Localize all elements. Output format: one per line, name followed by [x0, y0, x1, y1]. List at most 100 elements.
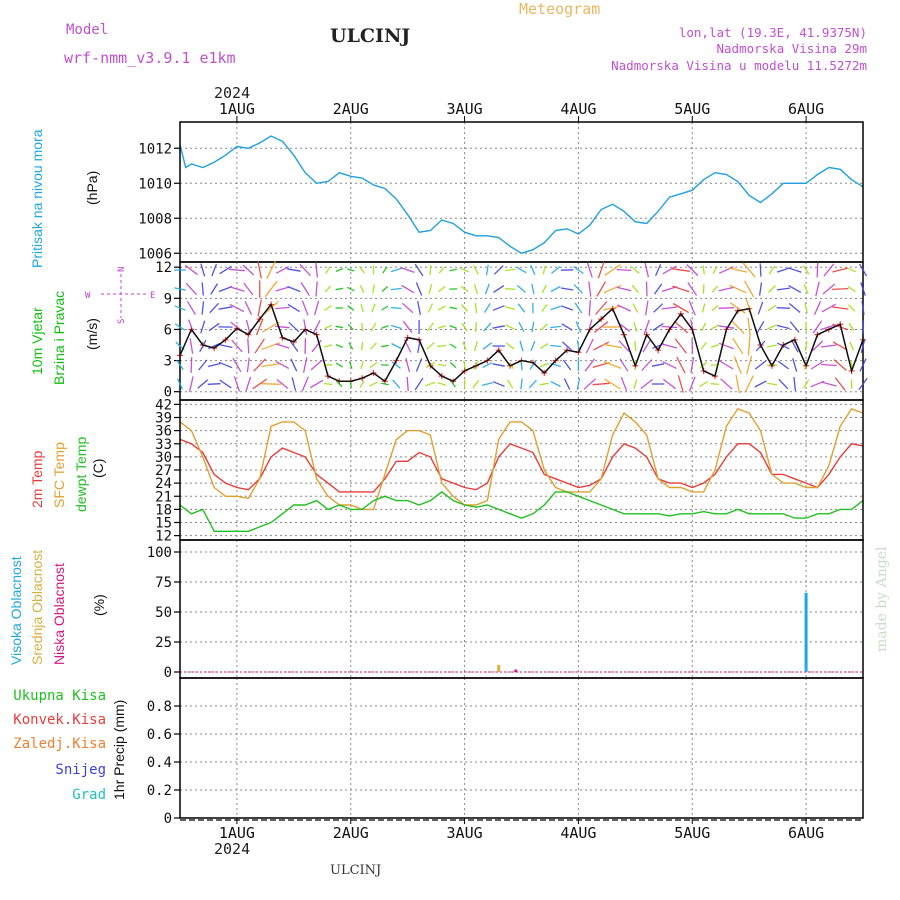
compass-rose: N W E S: [85, 267, 155, 324]
wind-arrow: [493, 265, 504, 275]
wind-arrow: [309, 379, 324, 389]
wind-arrow: [347, 305, 355, 311]
wind-arrow: [847, 285, 856, 293]
wind-arrow: [401, 302, 414, 314]
wind-arrow: [603, 343, 622, 349]
wind-arrow: [460, 285, 469, 293]
wind-arrow: [644, 262, 650, 278]
wind-arrow: [789, 321, 800, 333]
pressure-label-1: Pritisak na nivou mora: [29, 129, 45, 268]
wind-arrow: [252, 378, 268, 390]
wind-arrow: [211, 263, 218, 277]
y-tick-label: 0.2: [147, 783, 172, 799]
wind-arrow: [382, 266, 388, 274]
wind-arrow: [530, 340, 536, 352]
wind-arrow: [529, 360, 537, 370]
x-tick-label-top: 2AUG: [333, 100, 369, 118]
wind-arrow: [519, 340, 524, 352]
wind-arrow: [390, 306, 402, 310]
wind-arrow: [218, 361, 233, 369]
compass-north: N: [117, 267, 127, 272]
station-title: ULCINJ: [330, 25, 410, 47]
x-tick-label-bottom: 6AUG: [788, 824, 824, 842]
y-tick-label: 0.6: [147, 727, 172, 743]
cloud-bar-srednja-oblacnost: [497, 664, 501, 672]
wind-arrow: [641, 359, 653, 371]
wind-arrow: [335, 267, 344, 273]
wind-arrow: [381, 305, 389, 311]
wind-arrow: [520, 378, 523, 390]
wind-arrow: [560, 305, 574, 311]
wind-arrow: [616, 286, 632, 292]
wind-arrow: [812, 320, 823, 334]
wind-arrow: [575, 321, 582, 333]
wind-arrow: [550, 380, 561, 388]
y-tick-label: 39: [155, 411, 172, 427]
x-tick-label-bottom: 2AUG: [333, 824, 369, 842]
wind-arrow: [861, 319, 865, 335]
wind-arrow: [754, 360, 767, 370]
y-tick-label: 0: [164, 811, 172, 827]
wind-arrow: [832, 267, 849, 273]
wind-label-2: Brzina i Pravac: [51, 291, 67, 385]
wind-arrow: [729, 302, 746, 314]
wind-label-3: (m/s): [84, 318, 100, 350]
wind-arrow: [747, 317, 751, 337]
wind-arrow: [218, 343, 233, 349]
wind-arrow: [757, 301, 764, 315]
wind-arrow: [804, 340, 808, 352]
wind-arrow: [550, 325, 562, 329]
temp-label-1: 2m Temp: [29, 450, 45, 508]
wind-arrow: [540, 343, 549, 349]
wind-arrow: [462, 341, 467, 351]
wind-arrow: [744, 280, 755, 298]
wind-arrow: [417, 300, 422, 316]
wind-arrow: [261, 362, 281, 368]
wind-arrow: [449, 268, 458, 272]
wind-arrow: [632, 303, 639, 313]
wind-arrow: [372, 284, 375, 294]
wind-arrow: [633, 379, 638, 389]
pressure-label-2: (hPa): [84, 171, 100, 205]
wind-arrow: [561, 323, 573, 331]
wind-arrow: [642, 339, 652, 353]
wind-arrow: [174, 305, 186, 311]
panel-wind: 0 3 6 9 12: [155, 260, 866, 401]
cloud-label-2: Srednja Oblacnost: [29, 550, 45, 665]
y-tick-label: 27: [155, 463, 172, 479]
wind-arrow: [712, 265, 718, 275]
wind-arrow: [821, 344, 837, 348]
wind-arrow: [718, 342, 734, 350]
wind-arrow: [633, 322, 638, 332]
wind-arrow: [414, 263, 424, 277]
wind-arrow: [505, 306, 516, 310]
wind-arrow: [541, 304, 548, 312]
panel-cloud: 0 25 50 75 100: [147, 539, 864, 681]
wind-arrow: [426, 322, 434, 332]
wind-arrow: [190, 357, 193, 373]
wind-arrow: [802, 265, 810, 275]
wind-arrow: [849, 341, 854, 351]
wind-arrow: [208, 322, 220, 332]
wind-arrow: [492, 305, 505, 311]
wind-arrow: [811, 340, 824, 352]
wind-arrow: [767, 285, 776, 293]
wind-arrow: [759, 263, 762, 277]
altitude-text: Nadmorska Visina 29m: [716, 41, 867, 56]
wind-arrow: [645, 281, 648, 297]
wind-arrow: [485, 264, 489, 276]
wind-arrow: [506, 379, 514, 389]
wind-arrow: [804, 302, 808, 314]
wind-arrow: [323, 324, 333, 330]
cloud-bar-visoka-oblacnost: [804, 592, 808, 672]
y-tick-label: 1006: [138, 246, 172, 262]
wind-arrow: [735, 374, 741, 394]
wind-arrow: [596, 281, 607, 297]
wind-arrow: [302, 357, 308, 373]
wind-arrow: [550, 344, 562, 348]
wind-arrow: [586, 262, 593, 278]
wind-arrow: [207, 383, 221, 385]
wind-arrow: [275, 286, 290, 292]
wind-arrow: [437, 325, 447, 329]
wind-arrow: [758, 282, 763, 296]
